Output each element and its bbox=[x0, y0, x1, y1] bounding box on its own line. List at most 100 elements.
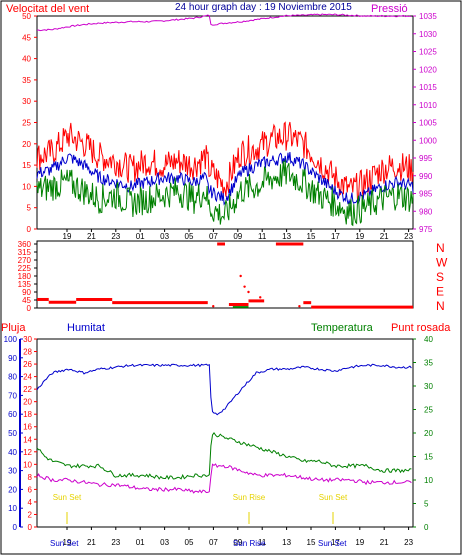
time-tick-label: 19 bbox=[63, 538, 72, 547]
direction-label-e: E bbox=[436, 285, 444, 299]
wind-avg-line bbox=[36, 152, 414, 206]
pressure-tick-label: 1020 bbox=[419, 65, 437, 74]
time-tick-label: 23 bbox=[111, 232, 120, 241]
time-tick-label: 19 bbox=[63, 232, 72, 241]
graph-title: 24 hour graph day : 19 Noviembre 2015 bbox=[175, 2, 352, 13]
sun-label-2: Sun Set bbox=[319, 493, 348, 502]
wind-direction-point bbox=[259, 296, 262, 299]
direction-tick-label: 225 bbox=[18, 264, 32, 273]
series-humitat bbox=[36, 363, 412, 416]
rain-tick-label: 26 bbox=[23, 360, 32, 369]
time-tick-label: 23 bbox=[404, 232, 413, 241]
time-tick-label: 11 bbox=[258, 232, 267, 241]
direction-tick-label: 0 bbox=[27, 304, 32, 313]
rain-tick-label: 30 bbox=[23, 335, 32, 344]
time-tick-label: 21 bbox=[380, 538, 389, 547]
bottom-sunset-1: Sun Set bbox=[50, 539, 79, 548]
time-tick-label: 07 bbox=[209, 232, 218, 241]
pressure-tick-label: 1035 bbox=[419, 12, 437, 21]
time-tick-label: 17 bbox=[331, 538, 340, 547]
rain-tick-label: 6 bbox=[28, 485, 33, 494]
temperature-tick-label: 5 bbox=[424, 500, 429, 509]
humidity-tick-label: 10 bbox=[8, 504, 17, 513]
time-tick-label: 07 bbox=[209, 538, 218, 547]
time-tick-label: 13 bbox=[282, 232, 291, 241]
rain-tick-label: 4 bbox=[28, 498, 33, 507]
temperature-tick-label: 20 bbox=[424, 429, 433, 438]
wind-tick-label: 45 bbox=[22, 33, 31, 42]
direction-tick-label: 360 bbox=[18, 240, 32, 249]
pressure-tick-label: 985 bbox=[419, 190, 433, 199]
time-tick-label: 01 bbox=[136, 538, 145, 547]
wind-direction-point bbox=[298, 305, 301, 308]
direction-tick-label: 180 bbox=[18, 272, 32, 281]
time-tick-label: 09 bbox=[233, 232, 242, 241]
pressure-tick-label: 995 bbox=[419, 154, 433, 163]
time-tick-label: 17 bbox=[331, 232, 340, 241]
time-tick-label: 11 bbox=[258, 538, 267, 547]
humidity-tick-label: 60 bbox=[8, 410, 17, 419]
bottom-sunrise: Sun Rise bbox=[233, 539, 266, 548]
rain-tick-label: 22 bbox=[23, 385, 32, 394]
time-tick-label: 01 bbox=[136, 232, 145, 241]
rain-tick-label: 16 bbox=[23, 423, 32, 432]
humidity-tick-label: 20 bbox=[8, 485, 17, 494]
wind-tick-label: 50 bbox=[22, 12, 31, 21]
series-temperatura bbox=[36, 432, 412, 480]
temperature-tick-label: 40 bbox=[424, 335, 433, 344]
time-tick-label: 05 bbox=[185, 232, 194, 241]
direction-tick-label: 315 bbox=[18, 248, 32, 257]
pressure-tick-label: 975 bbox=[419, 225, 433, 234]
pressure-tick-label: 1015 bbox=[419, 83, 437, 92]
pressure-tick-label: 1000 bbox=[419, 136, 437, 145]
humidity-tick-label: 90 bbox=[8, 354, 17, 363]
temperature-tick-label: 35 bbox=[424, 359, 433, 368]
time-tick-label: 03 bbox=[160, 232, 169, 241]
pressure-tick-label: 1005 bbox=[419, 119, 437, 128]
wind-tick-label: 25 bbox=[22, 119, 31, 128]
time-tick-label: 19 bbox=[355, 538, 364, 547]
temperature-tick-label: 15 bbox=[424, 453, 433, 462]
rain-tick-label: 0 bbox=[28, 523, 33, 532]
direction-tick-label: 135 bbox=[18, 280, 32, 289]
wind-direction-point bbox=[212, 305, 215, 308]
wind-tick-label: 5 bbox=[27, 204, 32, 213]
humidity-tick-label: 80 bbox=[8, 373, 17, 382]
temperature-title: Temperatura bbox=[311, 322, 374, 334]
time-tick-label: 03 bbox=[160, 538, 169, 547]
rain-tick-label: 14 bbox=[23, 435, 32, 444]
wind-tick-label: 30 bbox=[22, 97, 31, 106]
pressure-tick-label: 980 bbox=[419, 207, 433, 216]
time-tick-label: 23 bbox=[404, 538, 413, 547]
dewpoint-title: Punt rosada bbox=[391, 322, 451, 334]
rain-tick-label: 18 bbox=[23, 410, 32, 419]
series-punt-rosada bbox=[36, 463, 412, 494]
pressure-title: Pressió bbox=[371, 3, 408, 15]
wind-tick-label: 15 bbox=[22, 161, 31, 170]
rain-tick-label: 12 bbox=[23, 448, 32, 457]
rain-tick-label: 2 bbox=[28, 510, 33, 519]
rain-title: Pluja bbox=[1, 322, 26, 334]
wind-tick-label: 40 bbox=[22, 55, 31, 64]
time-tick-label: 19 bbox=[355, 232, 364, 241]
sun-label-0: Sun Set bbox=[53, 493, 82, 502]
wind-direction-plot-area bbox=[36, 240, 414, 309]
temperature-tick-label: 10 bbox=[424, 476, 433, 485]
temperature-tick-label: 25 bbox=[424, 406, 433, 415]
temperature-tick-label: 30 bbox=[424, 382, 433, 391]
direction-label-w: W bbox=[436, 256, 448, 270]
direction-label-n: N bbox=[436, 241, 445, 255]
time-tick-label: 13 bbox=[282, 538, 291, 547]
wind-speed-title: Velocitat del vent bbox=[6, 3, 89, 15]
bottom-sunset-2: Sun Set bbox=[318, 539, 347, 548]
rain-tick-label: 28 bbox=[23, 348, 32, 357]
direction-tick-label: 45 bbox=[22, 296, 31, 305]
temperature-tick-label: 0 bbox=[424, 523, 429, 532]
wind-tick-label: 0 bbox=[27, 225, 32, 234]
rain-tick-label: 24 bbox=[23, 373, 32, 382]
wind-tick-label: 35 bbox=[22, 76, 31, 85]
wind-direction-point bbox=[247, 290, 250, 294]
humidity-tick-label: 70 bbox=[8, 391, 17, 400]
time-tick-label: 21 bbox=[87, 232, 96, 241]
